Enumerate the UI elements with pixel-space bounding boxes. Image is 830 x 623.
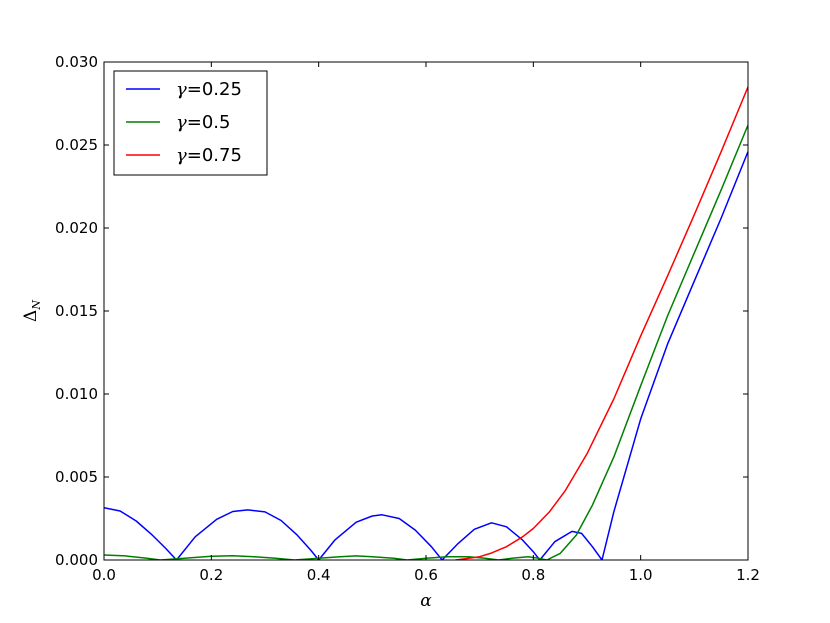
x-tick-label: 0.0 [92,566,116,584]
y-tick-label: 0.010 [55,385,98,403]
x-tick-label: 1.2 [736,566,760,584]
y-tick-label: 0.025 [55,136,98,154]
legend-label-2: γ=0.75 [176,145,242,166]
series-line-1 [104,124,748,560]
x-tick-label: 0.2 [199,566,223,584]
y-tick-label: 0.000 [55,551,98,569]
x-tick-label: 0.8 [521,566,545,584]
x-tick-label: 0.4 [307,566,331,584]
y-axis-label: ΔN [21,300,43,322]
legend-label-0: γ=0.25 [176,79,242,100]
series-line-0 [104,151,748,560]
legend-label-1: γ=0.5 [176,112,230,133]
x-tick-label: 0.6 [414,566,438,584]
series-line-2 [455,86,748,560]
x-tick-label: 1.0 [629,566,653,584]
y-axis-label-main: Δ [21,310,41,322]
y-tick-label: 0.015 [55,302,98,320]
legend: γ=0.25 γ=0.5 γ=0.75 [113,70,268,176]
y-axis-label-sub: N [30,300,43,311]
y-tick-label: 0.030 [55,53,98,71]
y-tick-label: 0.005 [55,468,98,486]
x-axis-label: α [420,591,432,611]
plot-frame [103,61,749,561]
y-tick-label: 0.020 [55,219,98,237]
